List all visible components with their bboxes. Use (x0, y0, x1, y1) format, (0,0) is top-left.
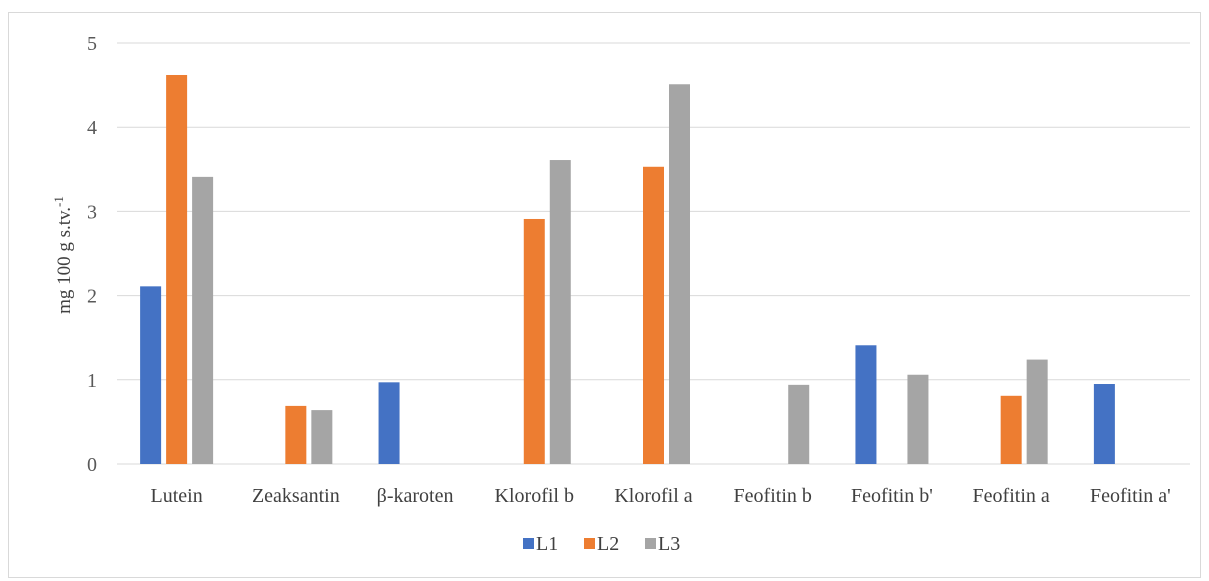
bar-l3 (192, 176, 214, 465)
y-axis-title: mg 100 g s.tv.-1 (51, 196, 76, 314)
bar-l3 (1026, 359, 1048, 464)
y-axis-title-main: mg 100 g s.tv. (54, 207, 75, 314)
y-axis-title-superscript: -1 (51, 196, 66, 207)
bar-l2 (166, 74, 188, 464)
legend: L1 L2 L3 (523, 533, 680, 555)
y-tick-label: 2 (87, 286, 97, 308)
x-category-label: β-karoten (377, 485, 454, 507)
y-tick-label: 1 (87, 370, 97, 392)
legend-label-l3: L3 (658, 533, 680, 555)
bar-l2 (1000, 395, 1022, 464)
legend-label-l2: L2 (597, 533, 619, 555)
y-tick-label: 5 (87, 33, 97, 55)
bar-l2 (523, 218, 545, 464)
bar-l3 (907, 374, 929, 464)
legend-swatch-l3 (645, 538, 656, 549)
x-category-labels: Lutein Zeaksantin β-karoten Klorofil b Kloro… (151, 485, 1171, 507)
y-tick-label: 4 (87, 117, 97, 139)
y-tick-label: 3 (87, 201, 97, 223)
x-category-label: Klorofil b (495, 485, 574, 507)
x-category-label: Feofitin a (973, 485, 1050, 507)
x-category-label: Klorofil a (614, 485, 692, 507)
x-category-label: Feofitin a' (1090, 485, 1171, 507)
bar-l3 (311, 410, 333, 464)
bar-l1 (140, 286, 162, 464)
legend-swatch-l1 (523, 538, 534, 549)
y-tick-labels: 0 1 2 3 4 5 (87, 33, 97, 476)
legend-label-l1: L1 (536, 533, 558, 555)
bar-l1 (855, 345, 877, 464)
bars (140, 74, 1115, 465)
x-category-label: Feofitin b (734, 485, 812, 507)
bar-l2 (285, 405, 307, 464)
bar-l3 (549, 160, 571, 464)
bar-l3 (669, 84, 690, 465)
y-tick-label: 0 (87, 454, 97, 476)
bar-l1 (378, 382, 400, 464)
x-category-label: Feofitin b' (851, 485, 933, 507)
legend-swatch-l2 (584, 538, 595, 549)
bar-l3 (788, 384, 810, 464)
bar-l2 (643, 166, 664, 465)
x-category-label: Lutein (151, 485, 203, 507)
x-category-label: Zeaksantin (252, 485, 340, 507)
bar-l1 (1093, 384, 1115, 464)
